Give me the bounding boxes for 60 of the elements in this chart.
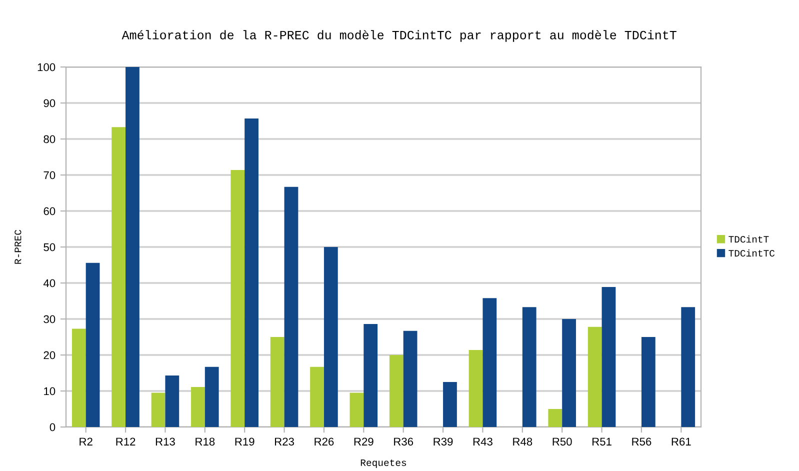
bar: [126, 67, 140, 427]
bar: [270, 337, 284, 427]
x-tick-label: R29: [354, 438, 374, 446]
y-tick-label: 50: [44, 243, 56, 252]
x-tick-label: R51: [592, 438, 612, 446]
bar: [324, 247, 338, 427]
x-tick-label: R36: [394, 438, 414, 446]
bar: [230, 170, 245, 427]
bar: [86, 262, 100, 427]
bar: [522, 307, 536, 427]
y-tick-label: 10: [44, 387, 56, 396]
y-tick-label: 20: [44, 351, 56, 360]
y-tick-label: 70: [44, 171, 56, 180]
bar: [165, 376, 180, 427]
bar: [204, 366, 219, 427]
bar: [548, 409, 562, 427]
x-tick-label: R12: [116, 438, 136, 446]
bar: [482, 298, 497, 427]
bar: [284, 186, 298, 427]
bar: [602, 286, 616, 427]
bar: [350, 392, 364, 427]
x-tick-label: R43: [473, 438, 492, 446]
x-tick-label: R26: [314, 438, 334, 446]
bar: [72, 328, 86, 427]
bar: [443, 382, 457, 427]
y-tick-label: 80: [44, 135, 56, 144]
bar: [681, 307, 696, 427]
bar: [562, 319, 576, 427]
y-tick-label: 100: [38, 63, 56, 72]
x-tick-label: R50: [552, 438, 572, 446]
bar: [641, 337, 656, 427]
x-tick-label: R61: [672, 438, 691, 446]
y-tick-label: 0: [50, 423, 56, 432]
bar: [468, 350, 483, 427]
bar: [364, 324, 378, 427]
bar: [310, 366, 324, 427]
chart-title: Amélioration de la R-PREC du modèle TDCintTC par rapport au modèle TDCintT: [122, 30, 676, 42]
x-tick-label: R13: [156, 438, 175, 446]
y-tick-label: 60: [44, 207, 56, 216]
bar: [112, 127, 126, 427]
x-tick-label: R2: [80, 438, 92, 446]
y-axis-title: R-PREC: [14, 230, 22, 264]
bar: [191, 387, 205, 427]
x-tick-label: R48: [513, 438, 532, 446]
x-axis-title: Requetes: [360, 459, 406, 468]
legend-label: TDCintT: [728, 236, 769, 243]
x-tick-label: R19: [235, 438, 254, 446]
x-tick-label: R18: [196, 438, 215, 446]
bar: [151, 392, 166, 427]
x-tick-label: R56: [632, 438, 652, 446]
y-tick-label: 90: [44, 99, 56, 108]
bar: [389, 355, 404, 427]
bar: [588, 326, 602, 427]
y-tick-label: 40: [43, 279, 56, 288]
x-tick-label: R23: [275, 438, 294, 446]
y-tick-label: 30: [44, 315, 56, 324]
legend-label: TDCintTC: [728, 249, 775, 257]
bar: [244, 118, 258, 427]
bar: [403, 330, 418, 427]
x-tick-label: R39: [434, 438, 453, 446]
